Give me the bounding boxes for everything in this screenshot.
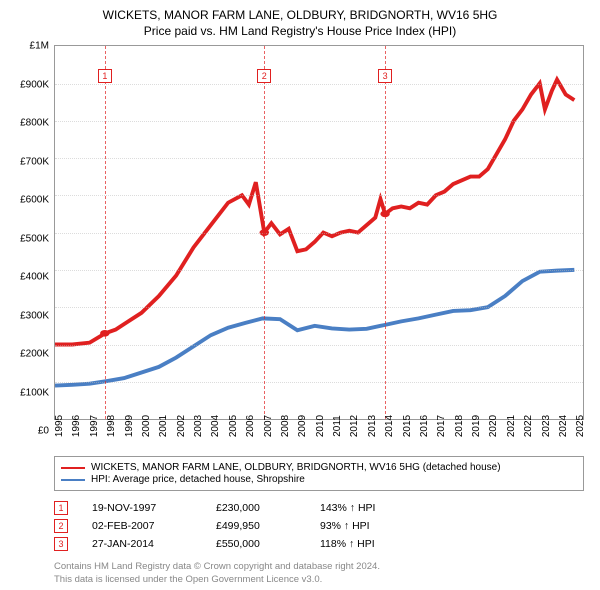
event-index-box: 2 [54,519,68,533]
gridline [55,158,583,159]
gridline [55,345,583,346]
event-line [385,46,386,419]
x-tick-label: 1999 [124,415,135,437]
event-line [264,46,265,419]
x-tick-label: 2001 [158,415,169,437]
x-tick-label: 2013 [367,415,378,437]
event-pct: 118% ↑ HPI [320,538,375,550]
title-address: WICKETS, MANOR FARM LANE, OLDBURY, BRIDG… [10,8,590,24]
event-pct: 143% ↑ HPI [320,502,375,514]
x-tick-label: 2019 [471,415,482,437]
x-tick-label: 2018 [454,415,465,437]
gridline [55,382,583,383]
x-tick-label: 1998 [106,415,117,437]
x-tick-label: 2008 [280,415,291,437]
x-tick-label: 2016 [419,415,430,437]
x-tick-label: 2003 [193,415,204,437]
x-tick-label: 1995 [54,415,65,437]
x-tick-label: 1996 [71,415,82,437]
y-tick-label: £300K [20,310,49,321]
events-table: 1 19-NOV-1997 £230,000 143% ↑ HPI 2 02-FEB-20… [54,497,584,555]
x-tick-label: 2002 [176,415,187,437]
event-price: £550,000 [216,538,296,550]
gridline [55,233,583,234]
y-tick-label: £600K [20,195,49,206]
event-marker: 3 [378,69,392,83]
event-index-box: 1 [54,501,68,515]
y-tick-label: £400K [20,272,49,283]
legend-row: WICKETS, MANOR FARM LANE, OLDBURY, BRIDG… [61,462,577,473]
series-hpi [55,270,574,386]
x-tick-label: 2025 [575,415,586,437]
x-tick-label: 2012 [349,415,360,437]
y-tick-label: £900K [20,79,49,90]
event-price: £230,000 [216,502,296,514]
x-axis: 1995199619971998199920002001200220032004… [54,424,584,454]
title-subtitle: Price paid vs. HM Land Registry's House … [10,24,590,40]
chart-title: WICKETS, MANOR FARM LANE, OLDBURY, BRIDG… [10,8,590,39]
event-marker: 1 [98,69,112,83]
x-tick-label: 2023 [541,415,552,437]
x-tick-label: 2020 [488,415,499,437]
attribution: Contains HM Land Registry data © Crown c… [54,561,584,586]
attribution-line2: This data is licensed under the Open Gov… [54,574,584,586]
x-tick-label: 2015 [402,415,413,437]
event-pct: 93% ↑ HPI [320,520,370,532]
legend-label: HPI: Average price, detached house, Shro… [91,474,305,485]
x-tick-label: 2010 [315,415,326,437]
gridline [55,307,583,308]
gridline [55,270,583,271]
x-tick-label: 2005 [228,415,239,437]
event-price: £499,950 [216,520,296,532]
event-marker: 2 [257,69,271,83]
y-tick-label: £500K [20,233,49,244]
x-tick-label: 2000 [141,415,152,437]
y-axis: £0£100K£200K£300K£400K£500K£600K£700K£80… [11,40,53,425]
x-tick-label: 2024 [558,415,569,437]
x-tick-label: 2022 [523,415,534,437]
events-table-row: 1 19-NOV-1997 £230,000 143% ↑ HPI [54,501,584,515]
plot-area: £0£100K£200K£300K£400K£500K£600K£700K£80… [54,45,584,420]
y-tick-label: £800K [20,118,49,129]
legend-swatch [61,467,85,469]
events-table-row: 2 02-FEB-2007 £499,950 93% ↑ HPI [54,519,584,533]
legend-label: WICKETS, MANOR FARM LANE, OLDBURY, BRIDG… [91,462,501,473]
y-tick-label: £1M [30,41,49,52]
attribution-line1: Contains HM Land Registry data © Crown c… [54,561,584,573]
x-tick-label: 2004 [210,415,221,437]
event-line [105,46,106,419]
event-date: 19-NOV-1997 [92,502,192,514]
y-tick-label: £700K [20,156,49,167]
event-index-box: 3 [54,537,68,551]
event-date: 27-JAN-2014 [92,538,192,550]
y-tick-label: £200K [20,349,49,360]
gridline [55,195,583,196]
events-table-row: 3 27-JAN-2014 £550,000 118% ↑ HPI [54,537,584,551]
chart-container: WICKETS, MANOR FARM LANE, OLDBURY, BRIDG… [0,0,600,590]
series-price_paid [55,80,574,345]
x-tick-label: 2014 [384,415,395,437]
x-tick-label: 2009 [297,415,308,437]
x-tick-label: 2007 [263,415,274,437]
x-tick-label: 2017 [436,415,447,437]
legend: WICKETS, MANOR FARM LANE, OLDBURY, BRIDG… [54,456,584,491]
x-tick-label: 2006 [245,415,256,437]
x-tick-label: 2011 [332,416,343,438]
y-tick-label: £100K [20,387,49,398]
legend-row: HPI: Average price, detached house, Shro… [61,474,577,485]
x-tick-label: 2021 [506,415,517,437]
legend-swatch [61,479,85,481]
gridline [55,121,583,122]
gridline [55,84,583,85]
y-tick-label: £0 [38,426,49,437]
x-tick-label: 1997 [89,415,100,437]
event-date: 02-FEB-2007 [92,520,192,532]
